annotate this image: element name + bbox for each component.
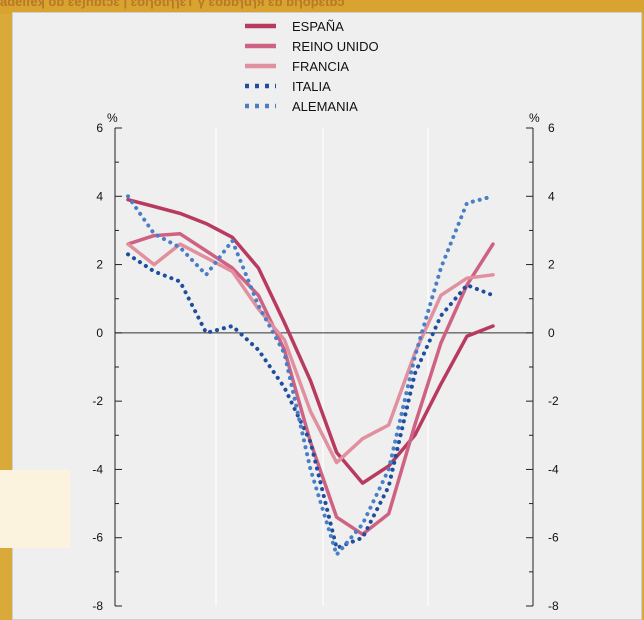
legend: ESPAÑA REINO UNIDO FRANCIA ITALIA ALEMANIA	[245, 19, 379, 114]
left-tick-label: -2	[92, 394, 103, 408]
legend-label-5: ALEMANIA	[292, 99, 358, 114]
right-tick-label: 6	[548, 121, 555, 135]
cropped-header-strip: adelfeʞ ob ɛeʃnɒtɔɛ | ɛoiɿotiɿɿɛT γ ɛobɒ…	[0, 0, 644, 14]
right-tick-label: 0	[548, 326, 555, 340]
right-tick-label: -6	[548, 531, 559, 545]
legend-label-2: REINO UNIDO	[292, 39, 379, 54]
right-tick-label: -2	[548, 394, 559, 408]
right-tick-label: 4	[548, 189, 555, 203]
series-line-4	[126, 252, 495, 550]
left-tick-label: -4	[92, 462, 103, 476]
series-line-3	[126, 242, 495, 465]
legend-label-1: ESPAÑA	[292, 19, 344, 34]
left-tick-label: 6	[96, 121, 103, 135]
legend-label-4: ITALIA	[292, 79, 331, 94]
chart-panel	[12, 12, 642, 620]
legend-label-3: FRANCIA	[292, 59, 349, 74]
series-layer	[126, 194, 495, 557]
series-line-5	[126, 194, 495, 557]
left-tick-label: -8	[92, 599, 103, 613]
right-tick-label: -4	[548, 462, 559, 476]
axis-layer: 6 6 4 4 2 2 0 0 -2 -2 -4 -4 -6 -6 -8 -8%%	[92, 111, 559, 613]
cropped-header-text: adelfeʞ ob ɛeʃnɒtɔɛ | ɛoiɿotiɿɿɛT γ ɛobɒ…	[0, 0, 345, 9]
left-tick-label: 0	[96, 326, 103, 340]
left-tick-label: 2	[96, 258, 103, 272]
series-line-1	[126, 197, 495, 485]
left-unit-label: %	[107, 111, 118, 125]
overlay-box	[0, 470, 70, 548]
right-tick-label: 2	[548, 258, 555, 272]
left-tick-label: -6	[92, 531, 103, 545]
right-unit-label: %	[529, 111, 540, 125]
left-tick-label: 4	[96, 189, 103, 203]
grid-layer	[215, 128, 429, 606]
right-tick-label: -8	[548, 599, 559, 613]
